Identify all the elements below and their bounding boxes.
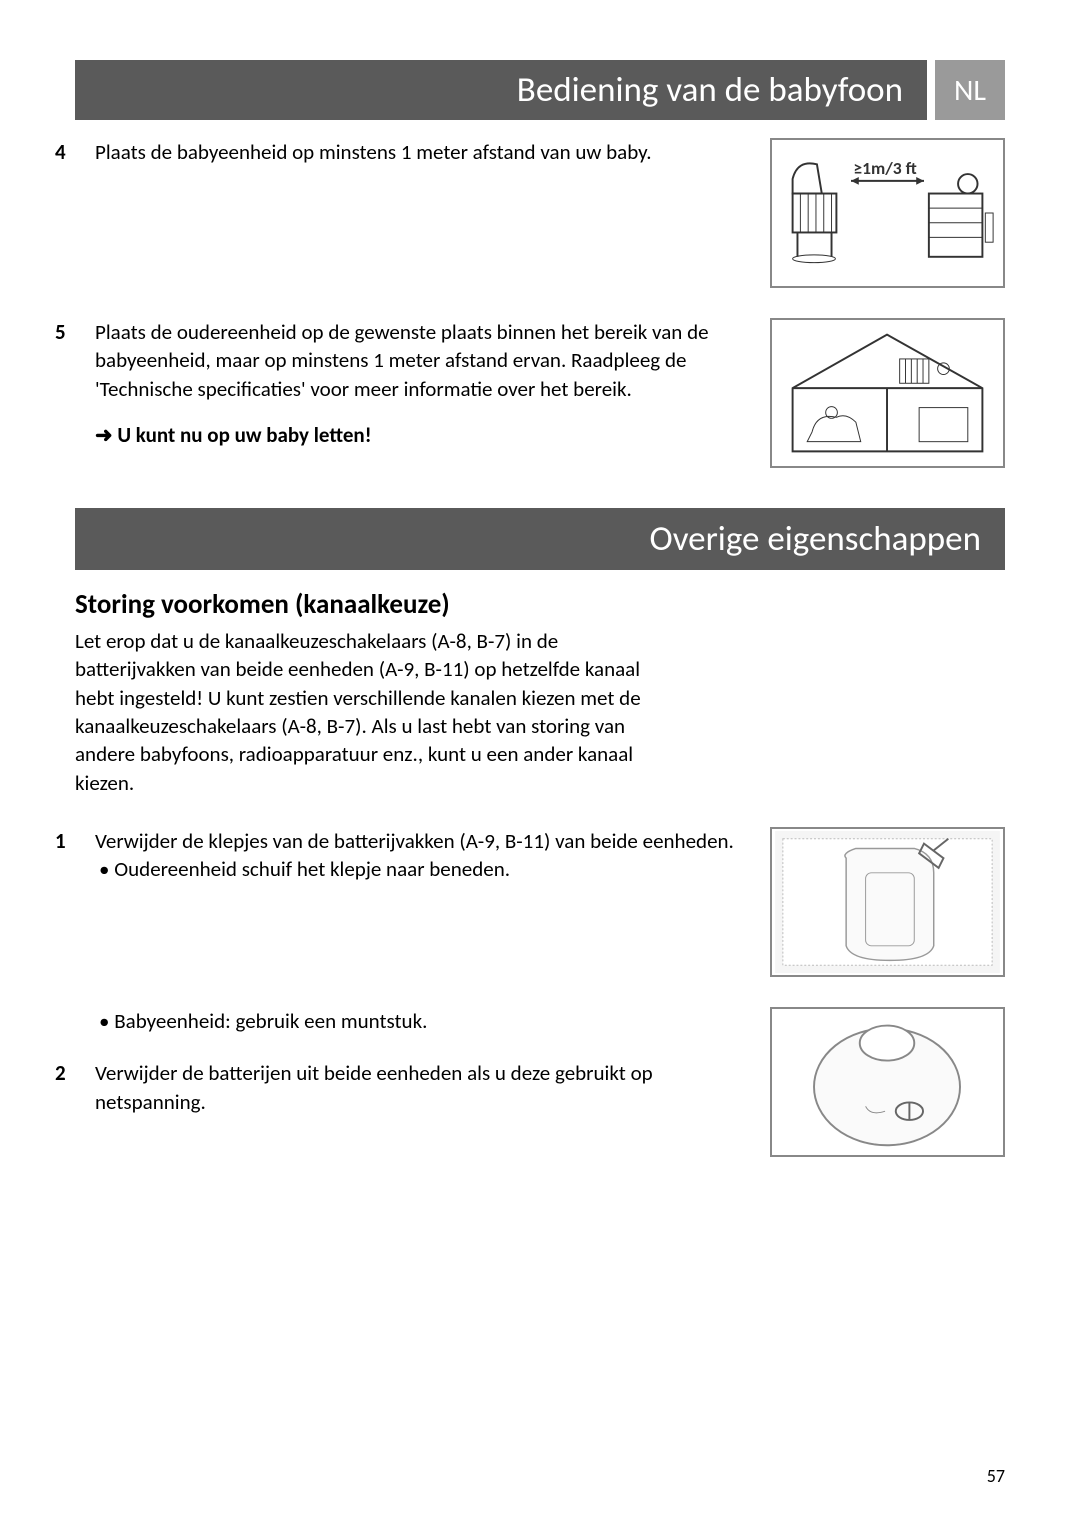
step-number: 2 (75, 1059, 95, 1087)
step-2-text: Babyeenheid: gebruik een muntstuk. 2Verw… (75, 1007, 750, 1116)
step-body: Plaats de oudereenheid op de gewenste pl… (95, 319, 709, 402)
step-4-row: 4Plaats de babyeenheid op minstens 1 met… (75, 138, 1005, 288)
section-title: Bediening van de babyfoon (75, 60, 927, 120)
intro-paragraph: Let erop dat u de kanaalkeuzeschakelaars… (75, 627, 655, 797)
step-1-text: 1Verwijder de klepjes van de batterijvak… (75, 827, 750, 977)
section-header-bar: Bediening van de babyfoon NL (75, 60, 1005, 120)
step-4-text: 4Plaats de babyeenheid op minstens 1 met… (75, 138, 750, 288)
step-1-bullet-1: Oudereenheid schuif het klepje naar bene… (75, 855, 750, 883)
crib-distance-icon: ≥1m/3 ft (772, 140, 1003, 286)
figure-crib-distance: ≥1m/3 ft (770, 138, 1005, 288)
parent-unit-cover-icon (772, 829, 1003, 975)
step-1-bullet-2: Babyeenheid: gebruik een muntstuk. (75, 1007, 750, 1035)
manual-page: Bediening van de babyfoon NL 4Plaats de … (0, 0, 1080, 1527)
step-number: 1 (75, 827, 95, 855)
distance-label: ≥1m/3 ft (853, 157, 916, 179)
house-range-icon (772, 320, 1003, 466)
step-number: 5 (75, 318, 95, 346)
step-body: Verwijder de klepjes van de batterijvakk… (95, 828, 734, 854)
step-2-row: Babyeenheid: gebruik een muntstuk. 2Verw… (75, 1007, 1005, 1157)
subsection-heading: Storing voorkomen (kanaalkeuze) (75, 588, 1005, 621)
page-number: 57 (987, 1465, 1005, 1487)
step-number: 4 (75, 138, 95, 166)
step-5-text: 5Plaats de oudereenheid op de gewenste p… (75, 318, 750, 468)
step-5-row: 5Plaats de oudereenheid op de gewenste p… (75, 318, 1005, 468)
figure-baby-unit-coin (770, 1007, 1005, 1157)
section-header-bar-2: Overige eigenschappen (75, 508, 1005, 570)
step-body: Plaats de babyeenheid op minstens 1 mete… (95, 139, 652, 165)
figure-parent-unit-cover (770, 827, 1005, 977)
figure-house-range (770, 318, 1005, 468)
language-tag: NL (935, 60, 1005, 120)
result-note: U kunt nu op uw baby letten! (75, 421, 750, 449)
baby-unit-coin-icon (772, 1009, 1003, 1155)
step-1-row: 1Verwijder de klepjes van de batterijvak… (75, 827, 1005, 977)
step-body: Verwijder de batterijen uit beide eenhed… (95, 1060, 653, 1114)
